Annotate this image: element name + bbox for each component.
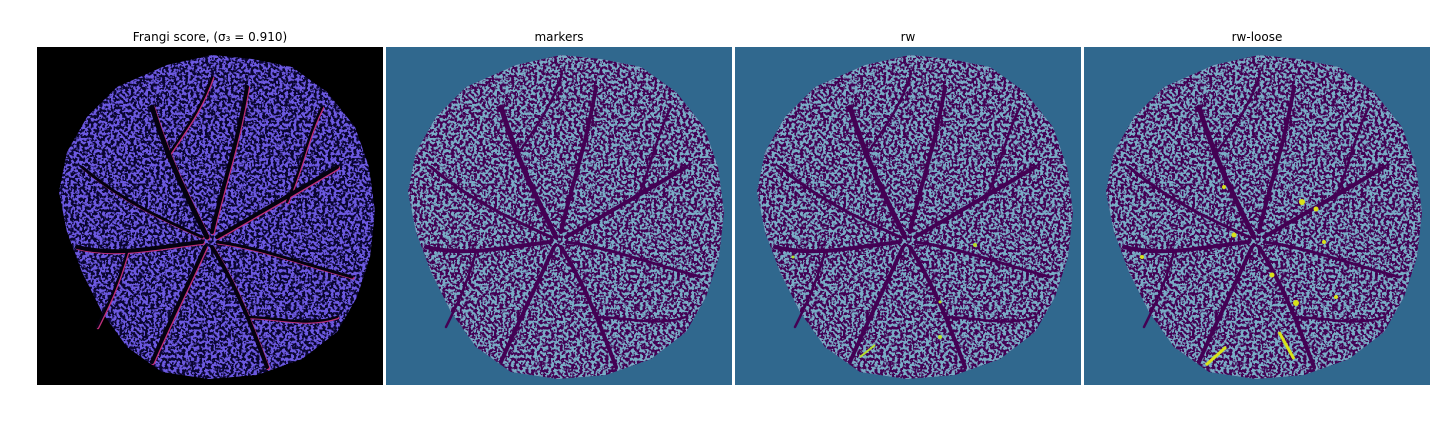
panel-frangi — [37, 47, 383, 385]
highlights — [791, 243, 977, 358]
panel-markers — [386, 47, 732, 385]
panel-rw-loose — [1084, 47, 1430, 385]
panel-rw — [735, 47, 1081, 385]
panel-title: Frangi score, (σ₃ = 0.910) — [133, 30, 287, 44]
highlights — [1140, 185, 1338, 367]
panel-title: rw-loose — [1232, 30, 1283, 44]
panel-title: rw — [901, 30, 916, 44]
panel-title: markers — [534, 30, 583, 44]
